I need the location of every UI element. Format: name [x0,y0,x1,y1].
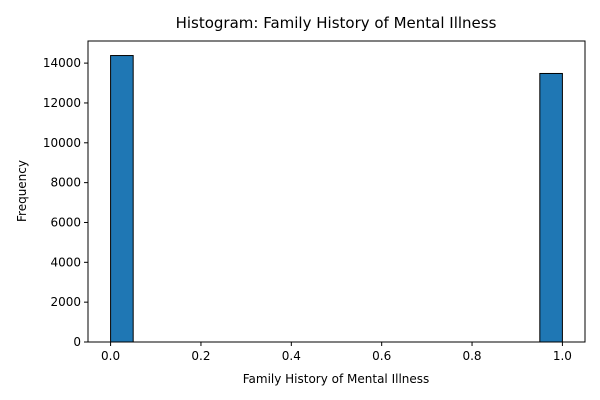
y-axis-ticks: 0 2000 4000 6000 8000 10000 12000 14000 [43,56,88,349]
chart-title: Histogram: Family History of Mental Illn… [176,14,497,32]
y-tick-label: 2000 [50,295,81,309]
y-tick-label: 0 [73,335,81,349]
y-tick-label: 6000 [50,215,81,229]
y-tick-label: 8000 [50,176,81,190]
y-axis-label: Frequency [15,160,29,222]
y-tick-label: 12000 [43,96,81,110]
x-tick-label: 0.4 [282,349,301,363]
x-axis-ticks: 0.0 0.2 0.4 0.6 0.8 1.0 [101,342,572,363]
y-tick-label: 4000 [50,255,81,269]
y-tick-label: 14000 [43,56,81,70]
x-tick-label: 1.0 [553,349,572,363]
histogram-bar [539,72,563,343]
y-tick-label: 10000 [43,136,81,150]
x-tick-label: 0.0 [101,349,120,363]
bars-group [110,55,563,343]
x-tick-label: 0.6 [372,349,391,363]
histogram-bar [110,55,134,343]
x-axis-label: Family History of Mental Illness [243,372,430,386]
x-tick-label: 0.2 [191,349,210,363]
x-tick-label: 0.8 [462,349,481,363]
plot-frame [87,40,586,343]
